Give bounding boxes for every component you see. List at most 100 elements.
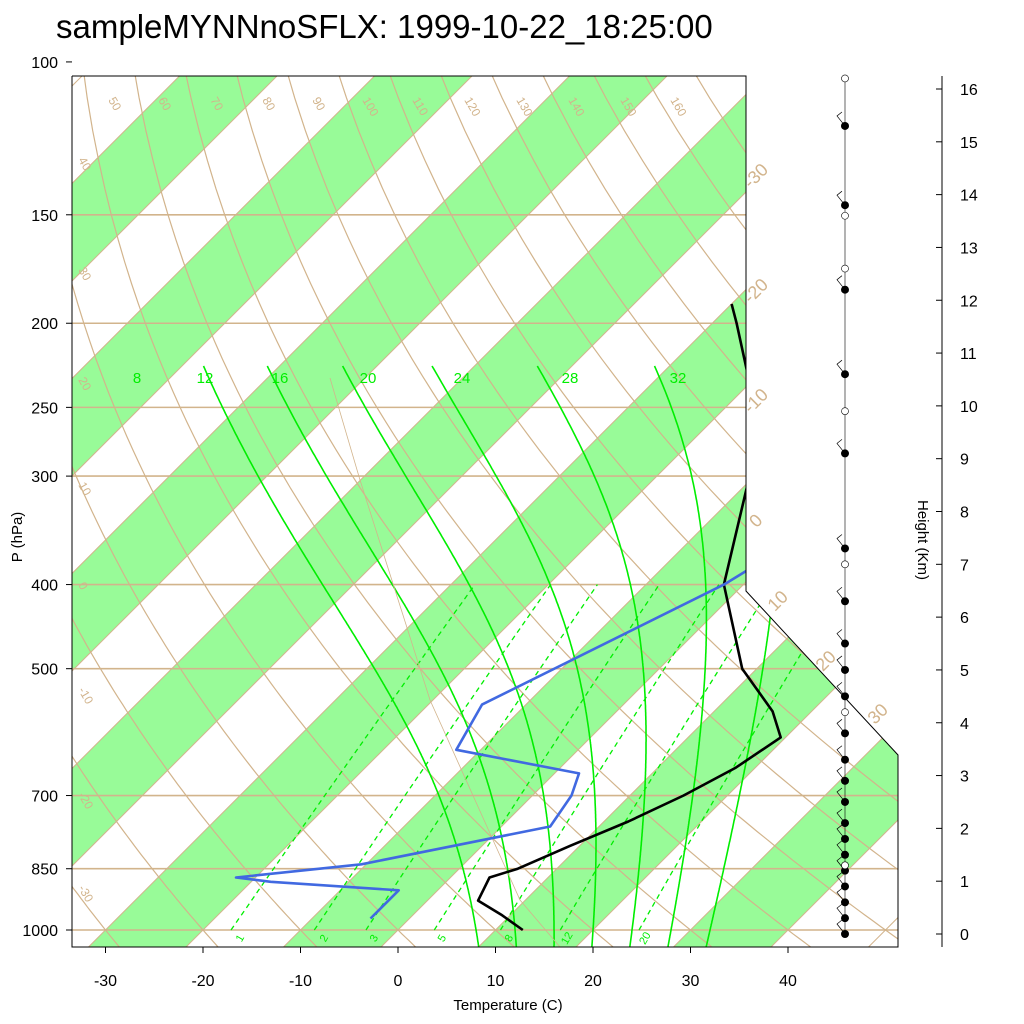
pressure-tick-label: 200: [31, 316, 58, 333]
pressure-tick-label: 100: [31, 55, 58, 72]
dry-adiabat-label: 90: [309, 95, 328, 114]
dry-adiabat-label: -30: [75, 883, 96, 905]
wind-level-open-dot: [841, 407, 849, 415]
isotherm-band: [477, 76, 898, 947]
dry-adiabat-label: 30: [75, 265, 94, 284]
wind-barb: [836, 111, 846, 127]
isotherm-band: [72, 76, 874, 947]
isotherm-label: 10: [764, 587, 792, 615]
height-tick-label: 11: [960, 346, 977, 363]
dry-adiabat-label: 70: [207, 95, 226, 114]
wind-barb: [836, 808, 846, 824]
height-tick-label: 6: [960, 610, 969, 627]
mixing-ratio-line: [499, 584, 720, 931]
isotherm-line: [72, 76, 898, 947]
dry-adiabat-label: 60: [155, 95, 174, 114]
wind-level-open-dot: [841, 74, 849, 83]
pressure-tick-label: 250: [31, 400, 58, 417]
dry-adiabat: [182, 76, 813, 947]
pressure-tick-label: 700: [31, 789, 58, 806]
dry-adiabat-label: 50: [105, 95, 124, 114]
isotherm-line: [72, 76, 875, 947]
moist-adiabat: [536, 365, 647, 947]
dry-adiabat-label: 120: [461, 95, 483, 120]
height-tick-label: 12: [960, 293, 978, 310]
wind-level-open-dot: [841, 211, 849, 220]
dry-adiabat: [72, 76, 319, 947]
dry-adiabat: [72, 76, 220, 947]
wind-barb: [836, 919, 846, 935]
dry-adiabat-label: 10: [75, 480, 94, 499]
moist-adiabat: [341, 365, 555, 947]
temperature-tick-label: -10: [289, 973, 312, 990]
moist-adiabat-label: 32: [670, 370, 687, 387]
mixing-ratio-line: [559, 584, 774, 931]
mixing-ratio-label: 12: [559, 930, 576, 947]
plot-border: [71, 75, 899, 948]
isotherm-label: 30: [864, 700, 892, 728]
isotherm-line: [671, 76, 898, 947]
mixing-ratio-line: [313, 584, 552, 931]
moist-adiabat-label: 16: [272, 370, 289, 387]
temperature-tick-label: 10: [487, 973, 505, 990]
mixing-ratio-label: 8: [503, 933, 516, 944]
height-tick-label: 8: [960, 505, 969, 522]
wind-barb: [836, 824, 846, 840]
isotherm-band: [72, 76, 679, 947]
parcel-guide-line: [329, 377, 561, 947]
plot-frame: [71, 75, 899, 948]
wind-barb: [836, 903, 846, 919]
mixing-ratio-label: 2: [318, 933, 331, 944]
wind-barb: [836, 275, 846, 290]
height-tick-label: 4: [960, 716, 969, 733]
moist-adiabat-label: 28: [562, 370, 579, 387]
wind-level-open-dot: [841, 861, 849, 870]
pressure-tick-label: 850: [31, 862, 58, 879]
moist-adiabat: [653, 365, 708, 947]
wind-level-open-dot: [841, 560, 849, 569]
moist-adiabat-label: 8: [133, 370, 141, 387]
isotherm-line: [86, 76, 898, 947]
isotherm-line: [72, 76, 777, 947]
wind-barb: [836, 888, 846, 903]
pressure-tick-label: 500: [31, 662, 58, 679]
x-axis-label: Temperature (C): [453, 997, 562, 1014]
dry-adiabat-label: -10: [75, 685, 96, 707]
temperature-tick-label: 20: [584, 973, 602, 990]
moist-adiabat-label: 20: [360, 370, 377, 387]
wind-barb: [836, 787, 846, 803]
dry-adiabat-label: 20: [75, 375, 94, 394]
mixing-ratio-label: 3: [368, 933, 381, 944]
dry-adiabat-label: 40: [75, 155, 94, 174]
wind-barb: [836, 682, 846, 697]
dry-adiabat: [233, 76, 898, 947]
temperature-tick-label: 40: [779, 973, 797, 990]
height-tick-label: 10: [960, 399, 978, 416]
thermo-grid: [72, 76, 898, 947]
wind-barb: [836, 587, 846, 602]
wind-barb: [836, 655, 846, 671]
pressure-tick-label: 400: [31, 578, 58, 595]
height-tick-label: 0: [960, 927, 969, 944]
mixing-ratio-label: 5: [436, 933, 449, 944]
wind-barb: [836, 840, 846, 855]
height-tick-label: 2: [960, 821, 969, 838]
wind-barb: [836, 190, 846, 206]
isotherm-line: [184, 76, 898, 947]
wind-level-open-dot: [841, 264, 849, 273]
wind-level-open-dot: [841, 708, 849, 716]
pressure-tick-label: 300: [31, 469, 58, 486]
height-tick-label: 16: [960, 82, 978, 99]
height-tick-label: 1: [960, 874, 969, 891]
mixing-ratio-line: [230, 584, 476, 931]
height-tick-label: 14: [960, 188, 978, 205]
wind-barb: [836, 872, 846, 887]
wind-barb: [836, 359, 846, 375]
moist-adiabat-label: 12: [197, 370, 214, 387]
isotherm-line: [574, 76, 898, 947]
dry-adiabat-label: 160: [667, 95, 689, 120]
isotherm-label: 0: [745, 510, 766, 531]
wind-barb: [836, 719, 846, 734]
